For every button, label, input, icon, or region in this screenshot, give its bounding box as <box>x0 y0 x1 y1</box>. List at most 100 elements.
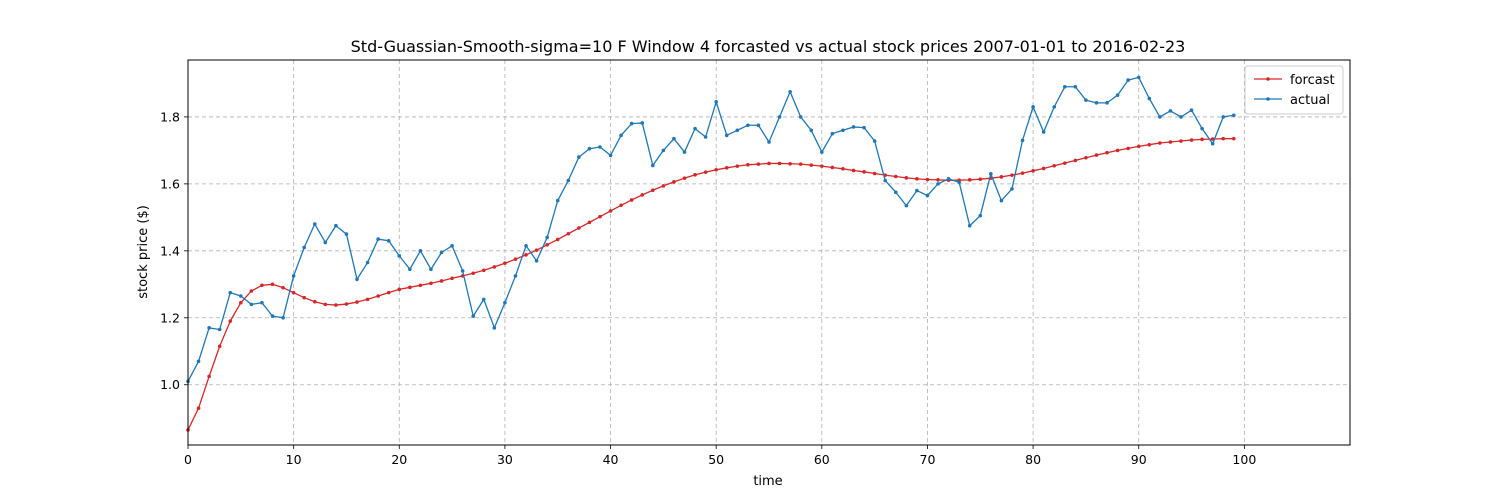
data-point-forcast <box>196 406 201 410</box>
data-point-forcast <box>851 168 856 173</box>
data-point-forcast <box>693 173 697 177</box>
data-point-actual <box>492 326 497 330</box>
data-point-forcast <box>481 268 486 273</box>
data-point-actual <box>249 302 254 307</box>
data-point-forcast <box>629 198 634 202</box>
data-point-actual <box>608 153 613 158</box>
x-axis-label: time <box>753 474 782 489</box>
data-point-actual <box>1232 113 1236 118</box>
data-point-actual <box>481 297 486 302</box>
data-point-actual <box>1094 101 1099 105</box>
data-point-forcast <box>724 166 729 170</box>
data-point-forcast <box>587 220 592 225</box>
data-point-forcast <box>1094 153 1099 157</box>
data-point-forcast <box>513 257 518 261</box>
data-point-forcast <box>820 164 824 168</box>
data-point-actual <box>1189 108 1194 113</box>
data-point-actual <box>1052 105 1057 109</box>
data-point-actual <box>1221 115 1226 119</box>
data-point-actual <box>724 133 729 138</box>
data-point-actual <box>217 327 222 332</box>
data-point-actual <box>1062 84 1067 89</box>
data-point-forcast <box>1020 171 1025 175</box>
data-point-forcast <box>418 283 423 288</box>
axis-ticks: 0 10 20 30 40 50 60 70 80 90 100 1.0 1.2 1.4 1.6 1.8 <box>160 109 1256 467</box>
data-point-actual <box>1105 101 1109 105</box>
data-point-forcast <box>355 300 359 304</box>
data-point-actual <box>767 140 771 144</box>
data-point-forcast <box>439 279 444 283</box>
data-point-actual <box>735 128 740 133</box>
data-point-forcast <box>397 287 402 292</box>
data-point-actual <box>777 115 782 119</box>
data-point-forcast <box>619 203 623 208</box>
y-tick-label: 1.2 <box>160 310 180 325</box>
data-point-actual <box>1179 115 1183 119</box>
data-point-forcast <box>608 209 613 213</box>
legend-label-forcast: forcast <box>1290 73 1335 88</box>
data-point-forcast <box>408 285 412 290</box>
data-point-actual <box>408 267 412 272</box>
plot-frame <box>187 59 1351 446</box>
data-point-actual <box>978 213 983 218</box>
data-point-actual <box>207 326 211 330</box>
data-point-actual <box>566 178 571 183</box>
x-tick-label: 80 <box>1025 452 1041 467</box>
data-point-actual <box>503 300 507 305</box>
data-point-actual <box>1084 98 1088 102</box>
data-point-actual <box>714 100 718 104</box>
x-tick-label: 50 <box>708 452 724 467</box>
data-point-forcast <box>809 163 814 167</box>
data-point-forcast <box>524 253 528 257</box>
data-point-forcast <box>323 302 328 307</box>
x-tick-label: 40 <box>603 452 619 467</box>
data-point-forcast <box>302 295 307 300</box>
data-point-actual <box>1200 126 1204 131</box>
data-point-forcast <box>862 170 866 174</box>
data-point-actual <box>936 182 940 186</box>
chart-title: Std-Guassian-Smooth-sigma=10 F Window 4 … <box>351 37 1186 56</box>
data-point-actual <box>925 193 930 198</box>
data-point-actual <box>788 90 792 94</box>
y-tick-label: 1.0 <box>160 377 180 392</box>
data-point-actual <box>661 148 666 153</box>
data-point-actual <box>1210 141 1215 146</box>
data-point-forcast <box>1062 161 1067 165</box>
data-point-actual <box>872 139 877 143</box>
y-tick-label: 1.6 <box>160 176 180 191</box>
x-tick-label: 0 <box>184 452 192 467</box>
data-point-actual <box>619 133 623 138</box>
data-point-forcast <box>471 271 476 276</box>
data-point-forcast <box>312 299 317 304</box>
data-point-actual <box>471 314 476 318</box>
data-point-actual <box>798 115 803 119</box>
data-point-actual <box>1158 115 1162 119</box>
data-point-actual <box>1073 84 1078 89</box>
data-point-actual <box>893 190 898 195</box>
data-point-forcast <box>661 184 666 188</box>
data-point-actual <box>957 180 961 184</box>
data-point-forcast <box>249 289 254 293</box>
data-point-forcast <box>925 177 930 182</box>
data-point-actual <box>746 123 750 128</box>
data-point-forcast <box>545 243 549 247</box>
data-point-forcast <box>978 177 983 181</box>
data-point-forcast <box>1052 163 1057 168</box>
data-point-forcast <box>1232 136 1236 141</box>
data-point-actual <box>386 238 391 243</box>
data-point-forcast <box>1073 158 1078 163</box>
legend-marker-actual <box>1266 97 1270 101</box>
data-point-actual <box>820 150 824 154</box>
data-point-forcast <box>672 180 676 184</box>
x-tick-label: 90 <box>1131 452 1147 467</box>
legend: forcast actual <box>1244 65 1344 115</box>
data-point-actual <box>291 274 296 278</box>
data-point-actual <box>260 300 264 305</box>
data-point-actual <box>598 145 602 149</box>
data-point-forcast <box>429 281 433 286</box>
data-point-actual <box>429 267 433 272</box>
x-tick-label: 30 <box>497 452 513 467</box>
data-point-forcast <box>260 283 264 288</box>
data-point-actual <box>1020 138 1025 143</box>
